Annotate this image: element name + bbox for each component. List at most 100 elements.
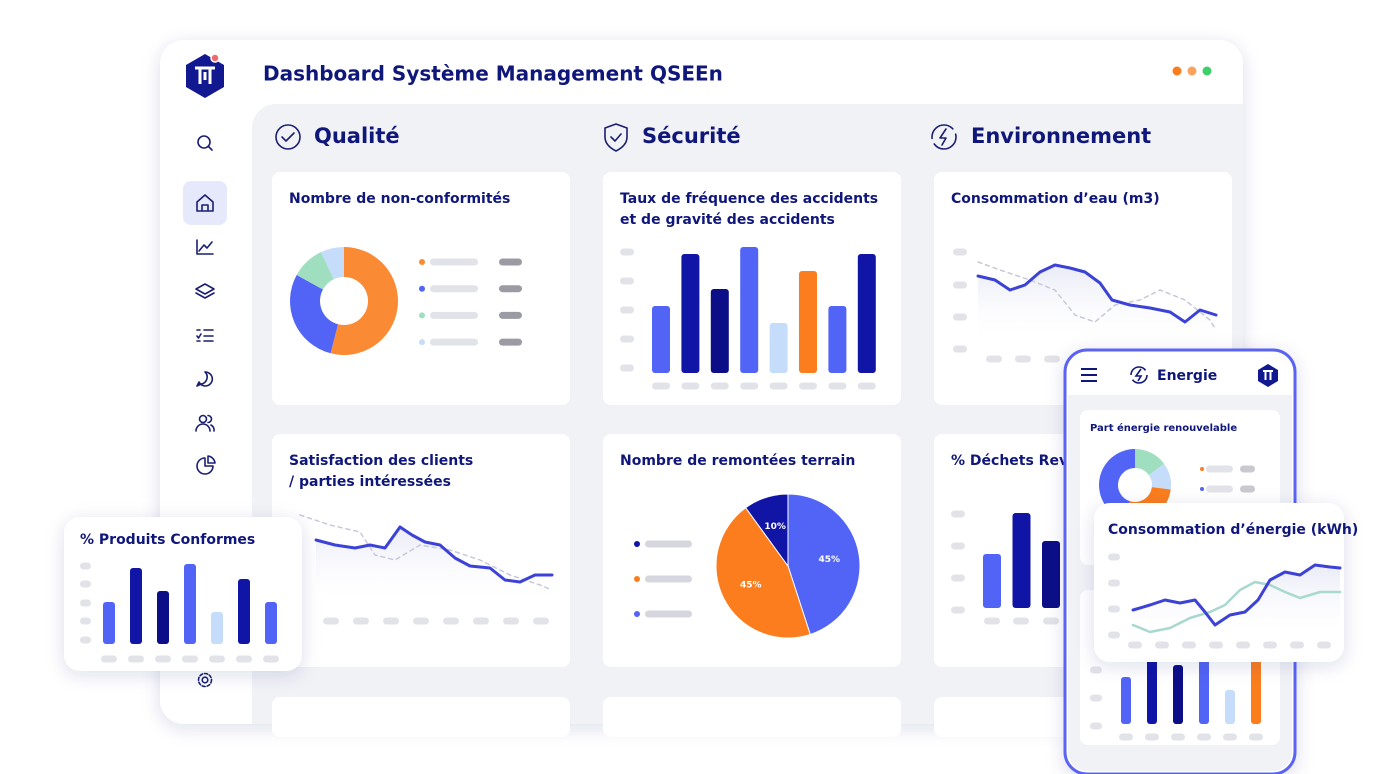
pie-icon[interactable] [196,455,216,475]
home-icon-part[interactable] [196,194,214,212]
settings-icon-part[interactable] [197,672,213,688]
bar [1199,660,1209,724]
settings-icon[interactable] [197,672,213,688]
trend-line [299,514,553,591]
nav-active[interactable] [183,181,227,225]
bar [1147,655,1157,724]
placeholder [430,258,478,266]
placeholder [430,338,478,346]
placeholder [620,248,634,256]
placeholder [1044,355,1060,363]
placeholder [1171,733,1185,741]
chart-icon-part[interactable] [196,239,214,255]
placeholder [645,575,692,583]
donut-segment [330,247,398,356]
bar [265,602,277,644]
trend-line [1131,563,1342,627]
legend-dot [419,339,425,346]
bar [983,554,1001,608]
placeholder [80,617,91,625]
placeholder [1090,722,1102,730]
placeholder [620,277,634,285]
card-title: Satisfaction des clients [289,453,473,469]
safety-icon [604,123,628,152]
placeholder [857,382,876,390]
legend-dot [634,611,640,617]
data-label: 45% [740,580,762,590]
placeholder [1015,355,1031,363]
placeholder [1317,641,1331,649]
bar [769,323,788,373]
chat-icon[interactable] [196,371,214,387]
settings-icon-part[interactable] [201,676,209,684]
placeholder [236,655,252,663]
search-icon-part[interactable] [197,135,211,149]
donut-segment [1148,463,1171,490]
legend-dot [634,541,640,547]
search-icon[interactable] [197,135,213,151]
bar [1225,690,1235,724]
placeholder [101,655,117,663]
bar [238,579,250,644]
placeholder [80,562,91,570]
card-title: Nombre de remontées terrain [620,453,855,469]
users-icon-part[interactable] [195,414,215,432]
list-icon[interactable] [196,329,214,342]
environment-icon-part [939,128,947,146]
pie-icon-part[interactable] [196,455,216,475]
placeholder [1182,641,1196,649]
placeholder [383,617,399,625]
layers-icon[interactable] [195,283,215,299]
placeholder [1108,553,1120,561]
placeholder [503,617,519,625]
bar [211,612,223,644]
legend-dot [1200,467,1204,471]
phone-title: Energie [1157,368,1217,384]
section-title: Qualité [314,124,400,148]
chat-icon-part[interactable] [196,371,214,387]
placeholder [1223,733,1237,741]
placeholder [953,248,967,256]
search-icon-part[interactable] [207,145,213,151]
placeholder [473,617,489,625]
placeholder [1206,485,1233,493]
sidebar [183,135,227,688]
placeholder [1145,733,1159,741]
bar [1042,541,1060,608]
logo [186,53,224,98]
home-icon[interactable] [196,194,214,212]
placeholder [1197,733,1211,741]
placeholder [80,636,91,644]
placeholder [1128,641,1142,649]
placeholder [799,382,817,390]
placeholder [951,574,965,582]
phone-logo [1258,364,1278,387]
list-icon-part[interactable] [196,329,214,342]
legend-dot [1200,487,1204,491]
bar [1012,513,1031,608]
users-icon[interactable] [195,414,215,432]
placeholder [1108,605,1120,613]
placeholder [1249,733,1263,741]
bar [828,306,847,373]
placeholder [986,355,1002,363]
donut-segment [296,252,334,290]
users-icon-part[interactable] [198,414,208,424]
trend-line [314,525,554,584]
environment-icon-part [931,124,957,150]
placeholder [951,606,965,614]
placeholder [499,285,522,293]
layers-icon-part[interactable] [195,283,215,299]
placeholder [645,610,692,618]
placeholder [1090,666,1102,674]
placeholder [953,313,967,321]
bar [710,289,729,373]
menu-icon[interactable] [1081,368,1097,382]
chart-icon[interactable] [196,239,214,255]
bar [1121,677,1131,724]
bar [157,591,169,644]
placeholder [323,617,339,625]
placeholder [1236,641,1250,649]
